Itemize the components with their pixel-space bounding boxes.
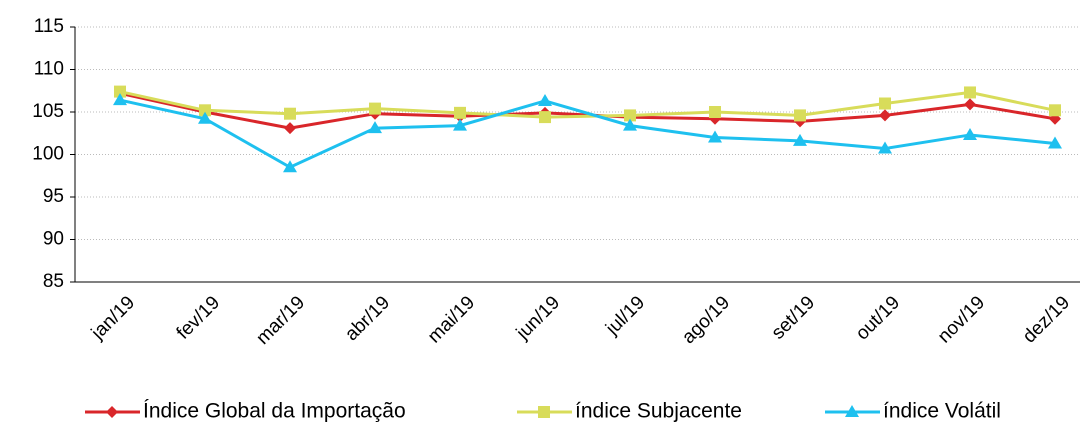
y-tick-label: 85: [43, 271, 64, 292]
data-point: [199, 104, 211, 117]
data-point: [538, 93, 552, 106]
legend-label: índice Subjacente: [575, 400, 742, 423]
data-point: [368, 121, 382, 134]
y-tick-label: 100: [32, 144, 64, 165]
legend-marker: [845, 405, 859, 417]
data-point: [198, 111, 212, 124]
x-tick-label: jul/19: [601, 292, 649, 340]
data-point: [113, 93, 127, 106]
x-tick-label: dez/19: [1019, 292, 1074, 347]
data-point: [1049, 104, 1061, 117]
y-tick-label: 90: [43, 229, 64, 250]
x-tick-label: mai/19: [424, 292, 479, 347]
x-tick-label: out/19: [852, 292, 904, 344]
legend-marker: [106, 406, 118, 418]
data-point: [454, 106, 466, 119]
data-point: [283, 160, 297, 173]
legend-marker: [538, 406, 550, 418]
x-tick-label: abr/19: [341, 292, 394, 345]
data-point: [539, 111, 551, 124]
legend-label: índice Volátil: [883, 400, 1001, 423]
x-tick-label: ago/19: [678, 292, 734, 348]
data-point: [879, 109, 891, 122]
data-point: [793, 133, 807, 146]
x-tick-label: jun/19: [512, 292, 564, 344]
x-tick-label: mar/19: [252, 292, 309, 349]
y-tick-label: 105: [32, 101, 64, 122]
data-point: [623, 118, 637, 131]
data-point: [284, 107, 296, 120]
data-point: [369, 102, 381, 115]
x-tick-label: nov/19: [934, 292, 989, 347]
legend-label: Índice Global da Importação: [143, 400, 406, 423]
data-point: [453, 118, 467, 131]
x-tick-label: jan/19: [87, 292, 139, 344]
y-tick-label: 115: [34, 16, 64, 37]
y-tick-label: 95: [43, 186, 64, 207]
x-tick-label: set/19: [768, 292, 819, 343]
data-point: [879, 97, 891, 110]
data-point: [1048, 136, 1062, 149]
data-point: [284, 122, 296, 135]
data-point: [624, 109, 636, 122]
data-point: [114, 85, 126, 98]
series-line: [119, 90, 1056, 119]
data-point: [963, 127, 977, 140]
data-point: [878, 141, 892, 154]
data-point: [964, 98, 976, 111]
y-tick-label: 110: [34, 59, 64, 80]
data-point: [794, 109, 806, 122]
data-point: [708, 130, 722, 143]
x-tick-label: fev/19: [173, 292, 224, 343]
data-point: [709, 106, 721, 118]
data-point: [964, 86, 976, 99]
series-line: [119, 98, 1056, 169]
